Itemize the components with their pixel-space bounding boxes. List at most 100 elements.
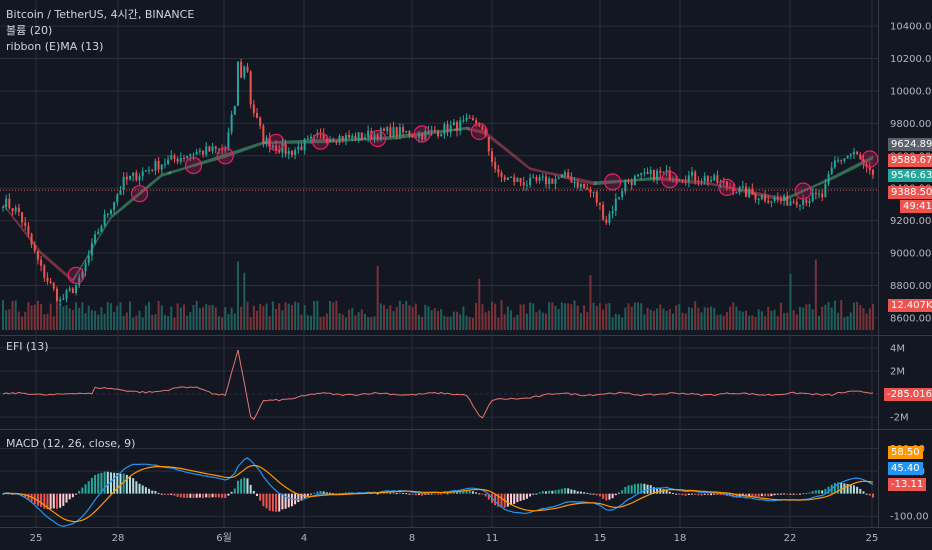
candle-body <box>265 137 268 144</box>
volume-bar <box>186 315 189 330</box>
volume-bar <box>567 303 570 330</box>
volume-bar <box>779 302 782 330</box>
volume-bar <box>278 303 281 330</box>
efi-value-label: -285.016K <box>884 388 932 401</box>
volume-bar <box>68 308 71 330</box>
macd-histogram-bar <box>163 493 166 495</box>
macd-histogram-bar <box>633 484 636 494</box>
volume-bar <box>471 317 474 330</box>
candle-body <box>725 181 728 187</box>
macd-histogram-bar <box>681 493 684 496</box>
volume-bar <box>24 311 27 330</box>
candle-body <box>30 233 33 245</box>
candle-body <box>202 150 205 155</box>
candle-body <box>833 160 836 168</box>
candle-body <box>595 191 598 203</box>
macd-histogram-bar <box>135 481 138 494</box>
candle-body <box>859 154 862 160</box>
volume-bar <box>576 305 579 330</box>
volume-bar <box>116 305 119 330</box>
candle-body <box>411 136 414 138</box>
candle-body <box>344 134 347 141</box>
symbol-legend[interactable]: Bitcoin / TetherUS, 4시간, BINANCE <box>6 8 195 21</box>
efi-legend[interactable]: EFI (13) <box>6 340 49 353</box>
volume-bar <box>659 304 662 330</box>
volume-bar <box>729 306 732 330</box>
price-tick-label: 10000.00 <box>890 86 932 97</box>
candle-body <box>500 172 503 177</box>
candle-body <box>17 207 20 213</box>
macd-histogram-bar <box>837 482 840 494</box>
candle-body <box>551 178 554 184</box>
candle-body <box>170 155 173 160</box>
candle-body <box>868 167 871 170</box>
ribbon-legend[interactable]: ribbon (E)MA (13) <box>6 40 104 53</box>
volume-legend[interactable]: 볼륨 (20) <box>6 24 53 37</box>
macd-histogram-bar <box>786 493 789 495</box>
volume-bar <box>94 310 97 330</box>
macd-histogram-bar <box>100 472 103 494</box>
macd-histogram-bar <box>614 493 617 496</box>
candle-body <box>608 213 611 223</box>
volume-bar <box>456 311 459 330</box>
time-tick-label: 4 <box>301 533 307 544</box>
macd-histogram-bar <box>59 493 62 508</box>
macd-histogram-bar <box>510 493 513 506</box>
volume-bar <box>852 302 855 330</box>
volume-bar <box>109 303 112 330</box>
candle-body <box>443 124 446 135</box>
candle-body <box>764 195 767 201</box>
volume-bar <box>256 310 259 330</box>
volume-bar <box>465 315 468 330</box>
candle-body <box>287 151 290 155</box>
candle-body <box>697 180 700 182</box>
volume-bar <box>236 261 239 330</box>
volume-bar <box>240 306 243 330</box>
volume-bar <box>176 303 179 330</box>
volume-bar <box>383 304 386 330</box>
candle-body <box>548 178 551 185</box>
macd-histogram-bar <box>325 492 328 494</box>
volume-bar <box>84 313 87 330</box>
candle-body <box>684 180 687 182</box>
volume-bar <box>548 302 551 330</box>
volume-bar <box>481 304 484 330</box>
candle-body <box>516 178 519 182</box>
macd-histogram-bar <box>309 493 312 495</box>
volume-bar <box>490 301 493 330</box>
candle-body <box>97 231 100 235</box>
volume-bar <box>716 315 719 330</box>
macd-histogram-bar <box>446 493 449 495</box>
volume-bar <box>309 315 312 330</box>
volume-bar <box>119 302 122 330</box>
volume-bar <box>865 313 868 330</box>
volume-bar <box>290 304 293 330</box>
volume-bar <box>868 308 871 330</box>
candle-body <box>846 155 849 159</box>
macd-histogram-bar <box>605 493 608 501</box>
volume-bar <box>732 302 735 330</box>
macd-legend[interactable]: MACD (12, 26, close, 9) <box>6 437 136 450</box>
macd-histogram-bar <box>862 491 865 494</box>
macd-histogram-bar <box>595 493 598 496</box>
macd-histogram-bar <box>459 491 462 494</box>
candle-body <box>430 129 433 131</box>
volume-bar <box>770 310 773 330</box>
macd-histogram-bar <box>532 493 535 495</box>
candle-body <box>827 174 830 184</box>
macd-histogram-bar <box>760 493 763 497</box>
volume-bar <box>52 316 55 330</box>
candle-body <box>821 193 824 198</box>
volume-bar <box>132 317 135 330</box>
macd-histogram-bar <box>481 493 484 495</box>
macd-histogram-bar <box>176 493 179 497</box>
macd-histogram-bar <box>227 493 230 496</box>
volume-bar <box>443 315 446 330</box>
volume-bar <box>287 303 290 330</box>
price-tick-label: 8600.00 <box>890 313 931 324</box>
candle-body <box>402 127 405 133</box>
volume-bar <box>81 302 84 330</box>
candle-body <box>786 195 789 206</box>
candle-body <box>433 129 436 132</box>
